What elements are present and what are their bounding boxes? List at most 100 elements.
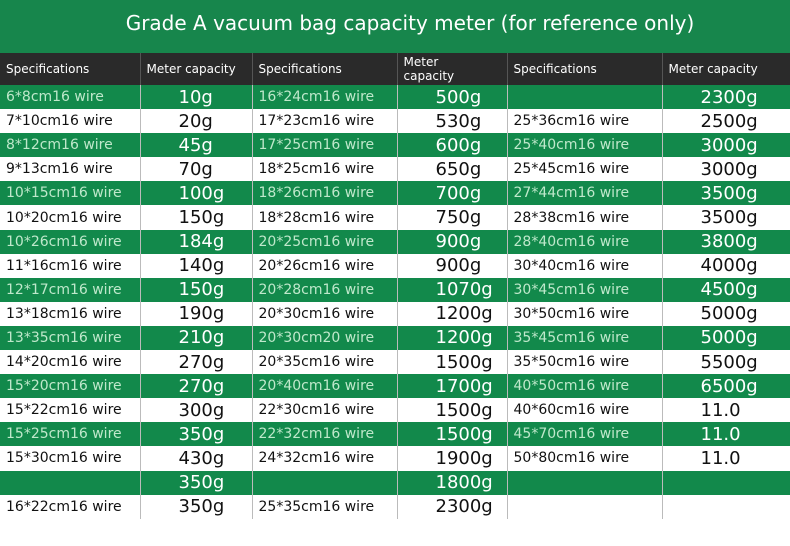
spec-cell: 16*24cm16 wire (252, 85, 398, 110)
capacity-cell: 350g (140, 470, 253, 495)
capacity-cell: 530g (397, 109, 508, 134)
spec-cell (0, 470, 141, 495)
spec-cell: 40*50cm16 wire (507, 374, 663, 399)
spec-cell: 9*13cm16 wire (0, 157, 141, 182)
capacity-cell: 4500g (662, 277, 790, 302)
table-row: 14*20cm16 wire 270g 20*35cm16 wire 1500g 35*… (0, 350, 790, 375)
spec-cell: 20*35cm16 wire (252, 350, 398, 375)
column-header: Meter capacity (662, 53, 790, 85)
table-row: 15*22cm16 wire 300g 22*30cm16 wire 1500g 40*… (0, 398, 790, 423)
spec-cell: 24*32cm16 wire (252, 446, 398, 471)
spec-cell: 12*17cm16 wire (0, 277, 141, 302)
spec-cell (252, 470, 398, 495)
column-header: Meter capacity (140, 53, 253, 85)
table-row: 15*30cm16 wire 430g 24*32cm16 wire 1900g 50*… (0, 446, 790, 471)
capacity-cell: 4000g (662, 253, 790, 278)
table-row: 11*16cm16 wire 140g 20*26cm16 wire 900g 30*4… (0, 253, 790, 278)
capacity-cell: 3000g (662, 157, 790, 182)
spec-cell: 28*40cm16 wire (507, 229, 663, 254)
capacity-cell: 1070g (397, 277, 508, 302)
spec-cell: 13*35cm16 wire (0, 325, 141, 351)
capacity-cell: 10g (140, 85, 253, 110)
capacity-cell: 1500g (397, 398, 508, 423)
spec-cell: 10*20cm16 wire (0, 205, 141, 230)
capacity-cell: 11.0 (662, 446, 790, 471)
spec-cell: 14*20cm16 wire (0, 350, 141, 375)
column-header: Specifications (252, 53, 398, 85)
spec-cell: 30*40cm16 wire (507, 253, 663, 278)
spec-cell: 20*25cm16 wire (252, 229, 398, 254)
capacity-cell: 430g (140, 446, 253, 471)
capacity-cell: 900g (397, 253, 508, 278)
capacity-cell: 6500g (662, 374, 790, 399)
table-row: 10*15cm16 wire 100g 18*26cm16 wire 700g 27*4… (0, 181, 790, 206)
spec-cell: 30*45cm16 wire (507, 277, 663, 302)
capacity-cell: 2300g (662, 85, 790, 110)
capacity-cell: 3800g (662, 229, 790, 254)
capacity-cell: 500g (397, 85, 508, 110)
capacity-cell: 1900g (397, 446, 508, 471)
spec-cell: 6*8cm16 wire (0, 85, 141, 110)
capacity-cell: 350g (140, 422, 253, 447)
spec-cell: 28*38cm16 wire (507, 205, 663, 230)
spec-cell: 22*32cm16 wire (252, 422, 398, 447)
capacity-cell (662, 470, 790, 495)
spec-cell: 20*26cm16 wire (252, 253, 398, 278)
capacity-cell: 210g (140, 325, 253, 351)
table-body: 6*8cm16 wire 10g 16*24cm16 wire 500g 2300g 7*… (0, 85, 790, 519)
spec-cell: 35*50cm16 wire (507, 350, 663, 375)
column-header: Specifications (507, 53, 663, 85)
spec-cell: 40*60cm16 wire (507, 398, 663, 423)
spec-cell: 15*20cm16 wire (0, 374, 141, 399)
capacity-cell: 1200g (397, 301, 508, 326)
spec-cell: 15*22cm16 wire (0, 398, 141, 423)
spec-cell: 7*10cm16 wire (0, 109, 141, 134)
capacity-cell: 900g (397, 229, 508, 254)
capacity-cell: 2300g (397, 494, 508, 519)
capacity-cell: 11.0 (662, 422, 790, 447)
table-row: 10*20cm16 wire 150g 18*28cm16 wire 750g 28*3… (0, 205, 790, 230)
spec-cell: 27*44cm16 wire (507, 181, 663, 206)
table-row: 9*13cm16 wire 70g 18*25cm16 wire 650g 25*45c… (0, 157, 790, 182)
table-row: 16*22cm16 wire 350g 25*35cm16 wire 2300g (0, 494, 790, 519)
capacity-cell: 140g (140, 253, 253, 278)
spec-cell: 16*22cm16 wire (0, 494, 141, 519)
spec-cell: 18*25cm16 wire (252, 157, 398, 182)
capacity-cell (662, 494, 790, 519)
capacity-cell: 5000g (662, 325, 790, 351)
spec-cell: 8*12cm16 wire (0, 133, 141, 158)
spec-cell (507, 494, 663, 519)
capacity-cell: 150g (140, 277, 253, 302)
capacity-cell: 650g (397, 157, 508, 182)
spec-cell: 18*26cm16 wire (252, 181, 398, 206)
spec-cell (507, 85, 663, 110)
capacity-cell: 700g (397, 181, 508, 206)
table-row: 350g 1800g (0, 470, 790, 495)
capacity-cell: 3500g (662, 205, 790, 230)
spec-cell: 15*25cm16 wire (0, 422, 141, 447)
spec-cell: 50*80cm16 wire (507, 446, 663, 471)
spec-cell: 10*15cm16 wire (0, 181, 141, 206)
capacity-cell: 270g (140, 350, 253, 375)
table-row: 10*26cm16 wire 184g 20*25cm16 wire 900g 28*4… (0, 229, 790, 254)
spec-cell: 25*35cm16 wire (252, 494, 398, 519)
table-row: 13*18cm16 wire 190g 20*30cm16 wire 1200g 30*… (0, 301, 790, 326)
capacity-cell: 5000g (662, 301, 790, 326)
spec-cell: 20*30cm20 wire (252, 325, 398, 351)
spec-cell: 15*30cm16 wire (0, 446, 141, 471)
spec-cell: 11*16cm16 wire (0, 253, 141, 278)
capacity-cell: 3500g (662, 181, 790, 206)
title: Grade A vacuum bag capacity meter (for r… (125, 11, 695, 35)
spec-cell: 17*23cm16 wire (252, 109, 398, 134)
spec-cell: 20*28cm16 wire (252, 277, 398, 302)
capacity-cell: 270g (140, 374, 253, 399)
table-row: 6*8cm16 wire 10g 16*24cm16 wire 500g 2300g (0, 85, 790, 110)
capacity-table: Specifications Meter capacity Specificatio… (0, 53, 790, 519)
spec-cell: 18*28cm16 wire (252, 205, 398, 230)
spec-cell: 25*36cm16 wire (507, 109, 663, 134)
capacity-cell: 150g (140, 205, 253, 230)
capacity-cell: 300g (140, 398, 253, 423)
table-row: 7*10cm16 wire 20g 17*23cm16 wire 530g 25*36c… (0, 109, 790, 134)
spec-cell: 25*40cm16 wire (507, 133, 663, 158)
